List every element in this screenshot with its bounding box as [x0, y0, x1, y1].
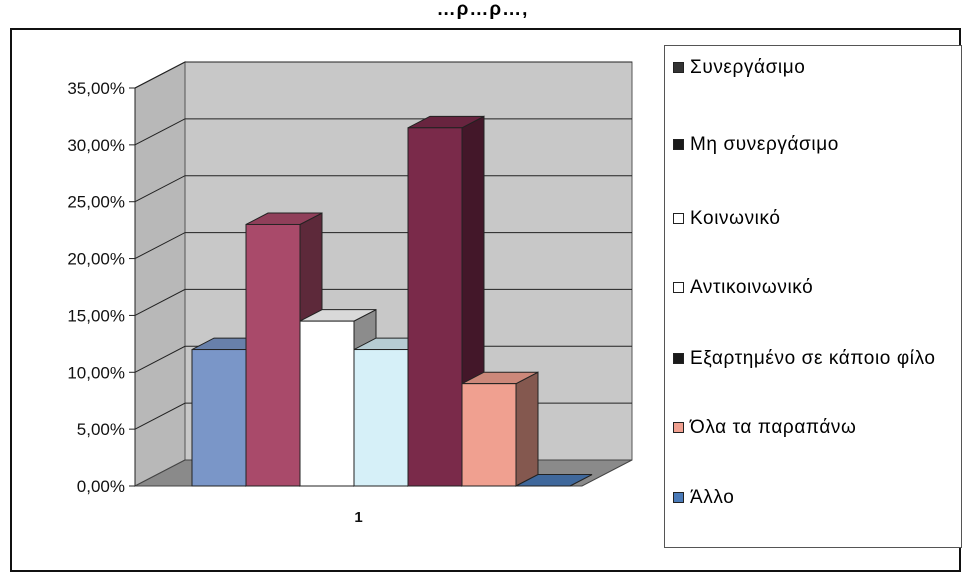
legend-label: Αντικοινωνικό	[690, 277, 814, 298]
y-axis-ticks: 0,00% 5,00% 10,00% 15,00% 20,00% 25,00% 30,00%…	[67, 79, 136, 496]
bar	[461, 371, 539, 487]
y-tick-label: 15,00%	[67, 306, 125, 325]
legend: Συνεργάσιμο Μη συνεργάσιμο Κοινωνικό Αντικο…	[664, 45, 962, 548]
legend-swatch	[673, 353, 684, 364]
bar-front	[407, 127, 463, 487]
legend-swatch	[673, 139, 684, 150]
legend-item: Αντικοινωνικό	[673, 276, 955, 299]
bar-front	[191, 349, 247, 487]
bar-front	[299, 320, 355, 487]
legend-label: Όλα τα παραπάνω	[690, 417, 857, 438]
y-tick-label: 10,00%	[67, 363, 125, 382]
y-tick-label: 20,00%	[67, 250, 125, 269]
legend-swatch	[673, 62, 684, 73]
bars	[191, 115, 593, 487]
legend-item: Άλλο	[673, 486, 955, 509]
legend-swatch	[673, 213, 684, 224]
bar-front	[461, 383, 517, 487]
legend-label: Άλλο	[690, 487, 735, 508]
y-tick-label: 30,00%	[67, 136, 125, 155]
gridline	[134, 61, 632, 89]
legend-swatch	[673, 492, 684, 503]
legend-item: Κοινωνικό	[673, 207, 955, 230]
y-tick-label: 25,00%	[67, 193, 125, 212]
bar-front	[245, 223, 301, 487]
legend-item: Όλα τα παραπάνω	[673, 416, 955, 439]
bar-side	[515, 371, 539, 487]
y-tick-label: 0,00%	[77, 477, 125, 496]
legend-swatch	[673, 282, 684, 293]
y-tick-label: 5,00%	[77, 420, 125, 439]
bar-top	[515, 474, 593, 487]
legend-item: Συνεργάσιμο	[673, 56, 955, 79]
legend-item: Εξαρτημένο σε κάποιο φίλο	[673, 347, 955, 370]
legend-swatch	[673, 422, 684, 433]
bar-chart: 0,00% 5,00% 10,00% 15,00% 20,00% 25,00% 30,00%…	[67, 61, 633, 526]
legend-item: Μη συνεργάσιμο	[673, 133, 955, 156]
legend-label: Εξαρτημένο σε κάποιο φίλο	[690, 348, 936, 369]
chart-title: …ρ…ρ…,	[436, 0, 529, 20]
legend-label: Κοινωνικό	[690, 208, 781, 229]
x-category-label: 1	[354, 509, 362, 526]
side-wall	[134, 61, 186, 487]
bar-front	[353, 349, 409, 487]
legend-label: Συνεργάσιμο	[690, 57, 806, 78]
bar	[515, 474, 593, 487]
y-tick-label: 35,00%	[67, 79, 125, 98]
x-axis-ticks: 1	[354, 509, 362, 526]
legend-label: Μη συνεργάσιμο	[690, 134, 839, 155]
